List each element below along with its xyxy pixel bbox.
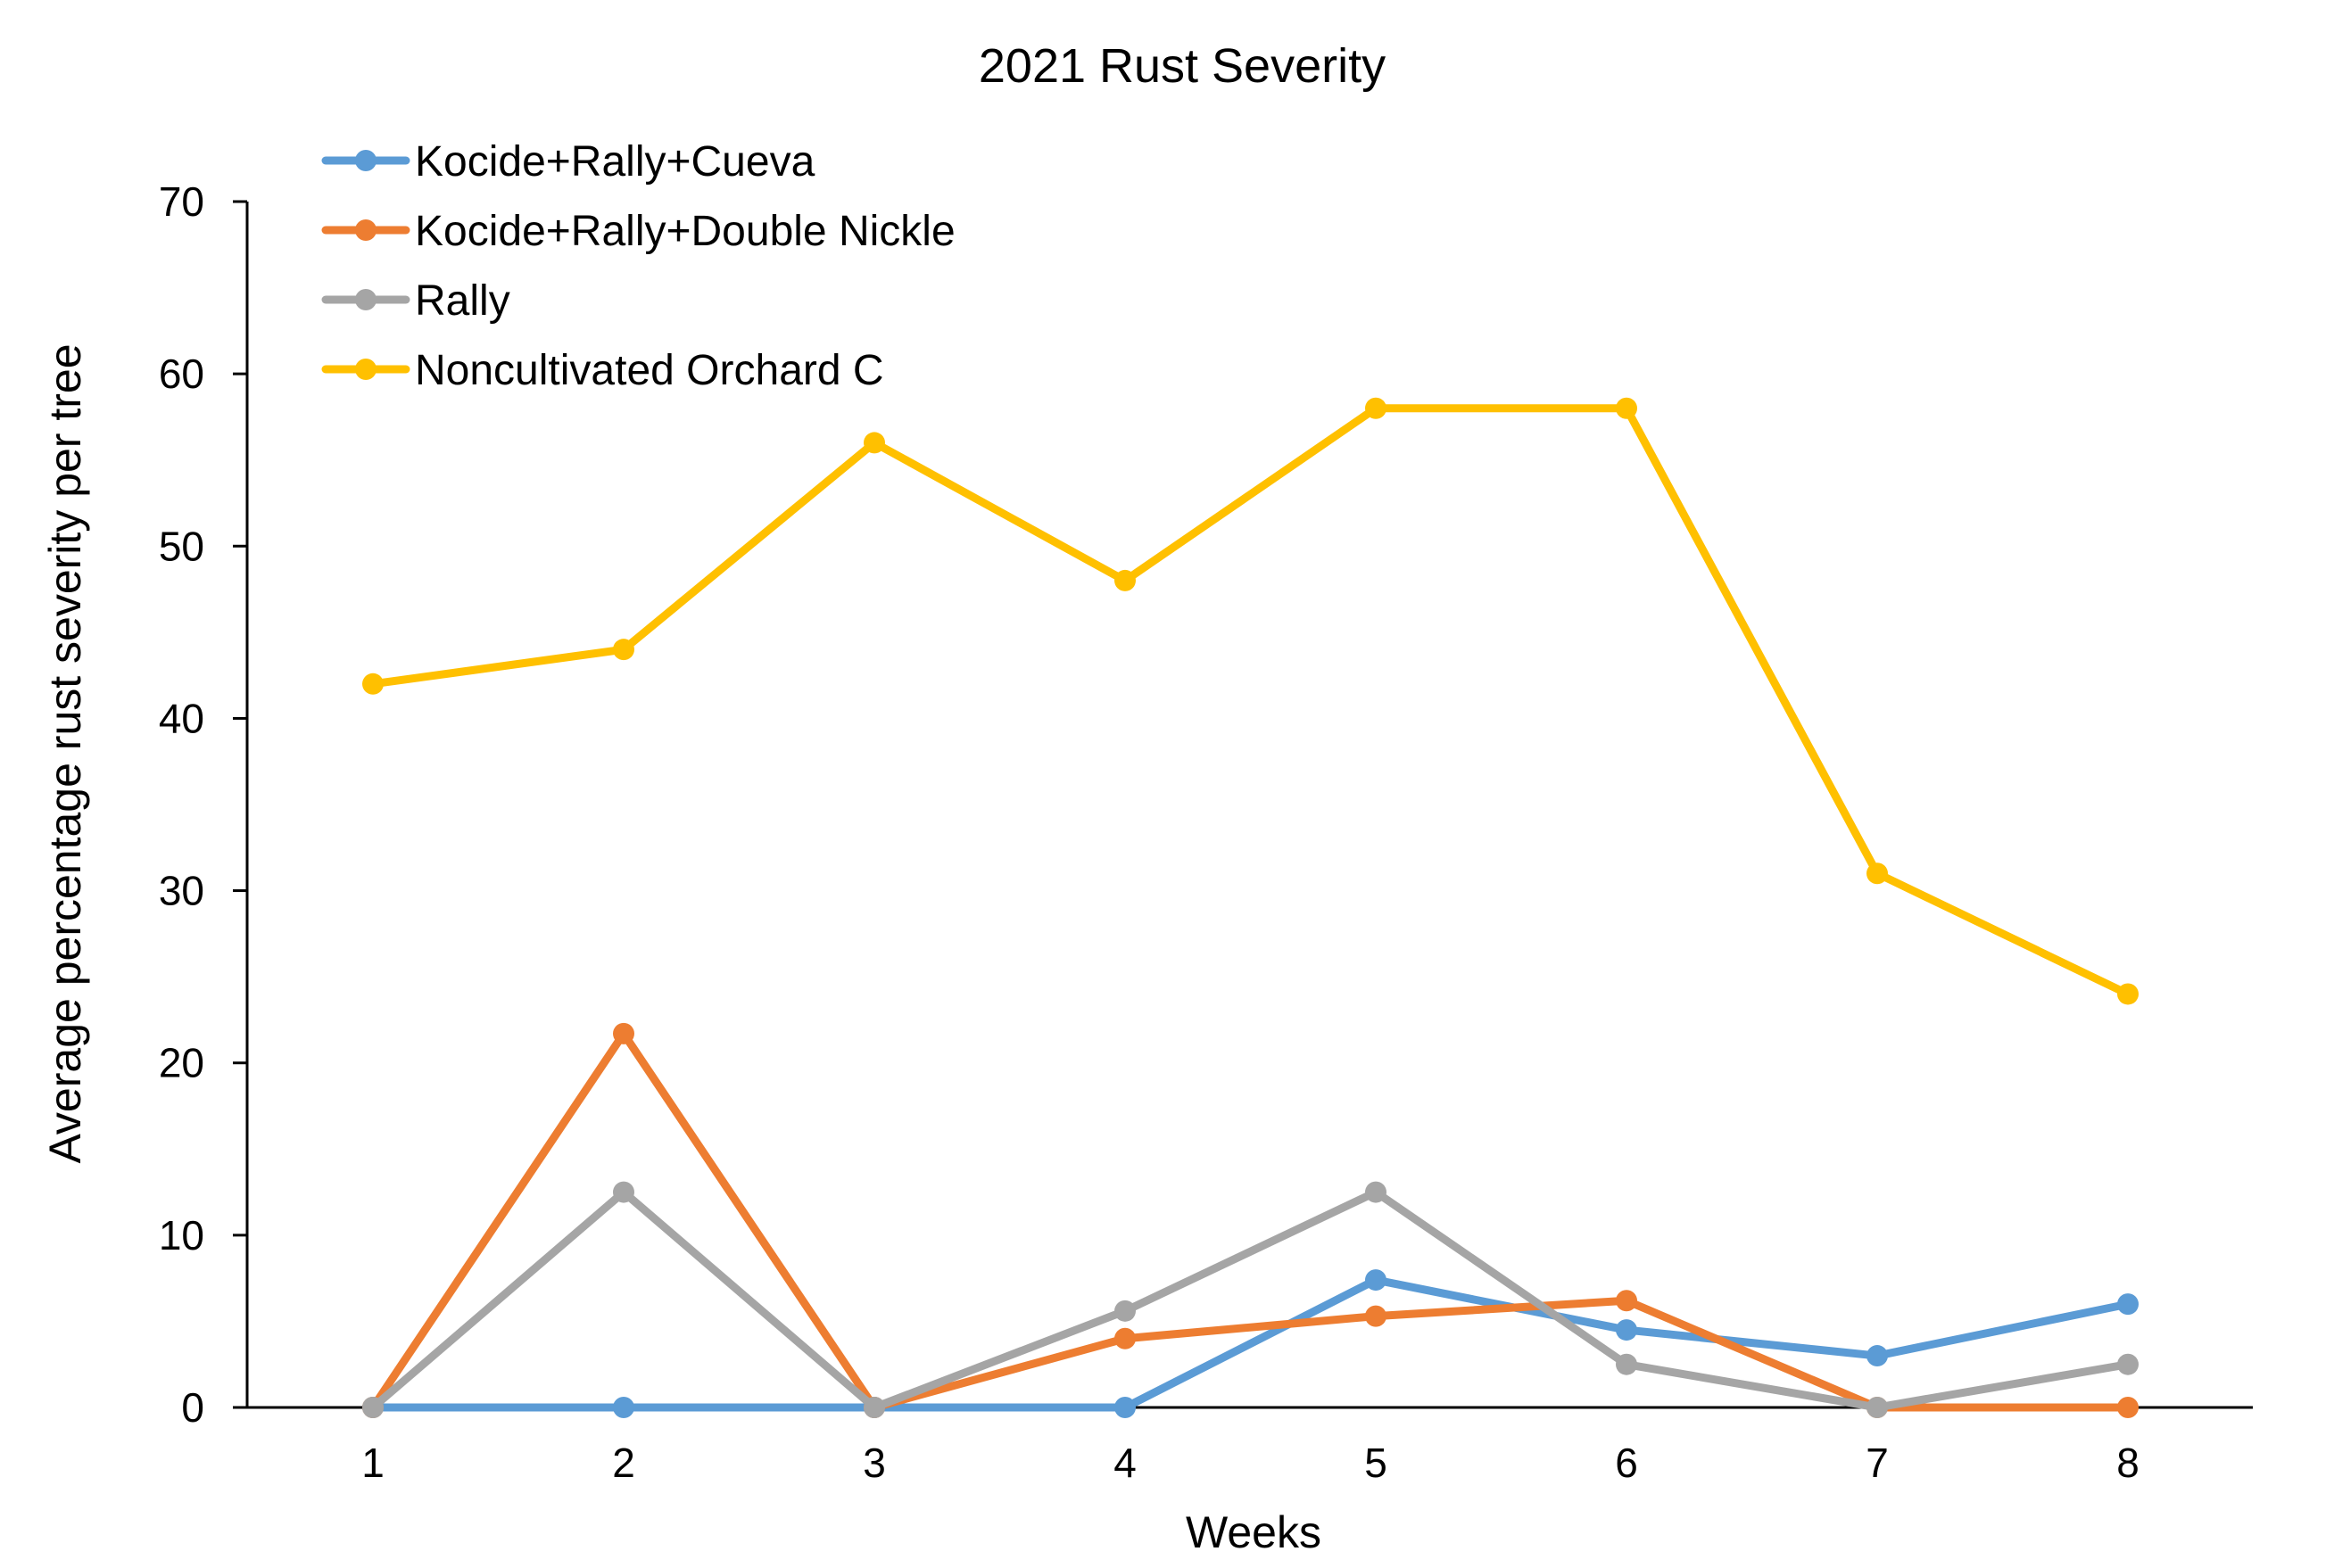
- x-tick-label: 1: [361, 1440, 385, 1486]
- legend-item: Kocide+Rally+Cueva: [321, 138, 815, 186]
- data-point: [2117, 983, 2139, 1005]
- legend-swatch-marker: [355, 359, 377, 380]
- data-point: [613, 1181, 634, 1203]
- data-point: [1114, 569, 1136, 591]
- data-point: [613, 639, 634, 661]
- y-axis-label: Average percentage rust severity per tre…: [40, 343, 90, 1163]
- legend-item: Kocide+Rally+Double Nickle: [321, 208, 956, 255]
- legend-swatch-marker: [355, 150, 377, 171]
- x-tick-label: 4: [1113, 1440, 1137, 1486]
- data-point: [1114, 1327, 1136, 1349]
- data-point: [1365, 1181, 1386, 1203]
- series-line: [368, 404, 2132, 998]
- x-tick-label: 5: [1364, 1440, 1387, 1486]
- series-layer: [362, 397, 2139, 1418]
- data-point: [362, 673, 384, 695]
- data-point: [864, 1397, 885, 1418]
- data-point: [362, 1397, 384, 1418]
- x-tick-label: 2: [612, 1440, 635, 1486]
- y-tick-label: 20: [159, 1040, 204, 1086]
- legend-item: Noncultivated Orchard C: [321, 347, 884, 394]
- series-1: [362, 1269, 2139, 1418]
- legend-item: Rally: [321, 277, 510, 325]
- legend-swatch-marker: [355, 219, 377, 241]
- legend-label: Noncultivated Orchard C: [415, 347, 884, 394]
- x-tick-label: 3: [863, 1440, 886, 1486]
- data-point: [2117, 1397, 2139, 1418]
- legend: Kocide+Rally+Cueva Kocide+Rally+Double Ni…: [321, 138, 956, 394]
- y-tick-label: 10: [159, 1212, 204, 1259]
- data-point: [1616, 1353, 1637, 1375]
- data-point: [1866, 1397, 1888, 1418]
- data-point: [864, 432, 885, 454]
- data-point: [1365, 397, 1386, 419]
- legend-swatch-marker: [355, 289, 377, 310]
- data-point: [1114, 1397, 1136, 1418]
- y-tick-label: 60: [159, 351, 204, 397]
- y-tick-label: 70: [159, 178, 204, 225]
- y-tick-label: 50: [159, 523, 204, 569]
- data-point: [2117, 1293, 2139, 1316]
- series-3: [362, 1181, 2139, 1418]
- x-tick-label: 6: [1615, 1440, 1638, 1486]
- x-axis-label: Weeks: [1186, 1507, 1321, 1557]
- data-point: [1616, 1290, 1637, 1312]
- data-point: [2117, 1353, 2139, 1375]
- series-4: [362, 397, 2139, 1005]
- series-line: [368, 1275, 2132, 1412]
- data-point: [613, 1397, 634, 1418]
- data-point: [1866, 1345, 1888, 1367]
- y-tick-label: 40: [159, 695, 204, 741]
- data-point: [1365, 1269, 1386, 1292]
- y-tick-label: 30: [159, 868, 204, 914]
- legend-label: Rally: [415, 277, 510, 325]
- x-axis-ticks: 1 2 3 4 5 6 7 8: [361, 1440, 2140, 1486]
- chart-title: 2021 Rust Severity: [979, 39, 1386, 93]
- series-line: [368, 1188, 2132, 1412]
- y-axis-ticks: 0 10 20 30 40 50 60 70: [159, 178, 247, 1431]
- data-point: [1866, 862, 1888, 885]
- data-point: [613, 1022, 634, 1044]
- legend-label: Kocide+Rally+Double Nickle: [415, 208, 956, 255]
- data-point: [1616, 1319, 1637, 1341]
- legend-label: Kocide+Rally+Cueva: [415, 138, 815, 186]
- y-tick-label: 0: [181, 1384, 204, 1431]
- data-point: [1114, 1300, 1136, 1322]
- data-point: [1365, 1305, 1386, 1327]
- x-tick-label: 8: [2116, 1440, 2140, 1486]
- data-point: [1616, 397, 1637, 419]
- x-tick-label: 7: [1866, 1440, 1889, 1486]
- series-line: [368, 1029, 2132, 1412]
